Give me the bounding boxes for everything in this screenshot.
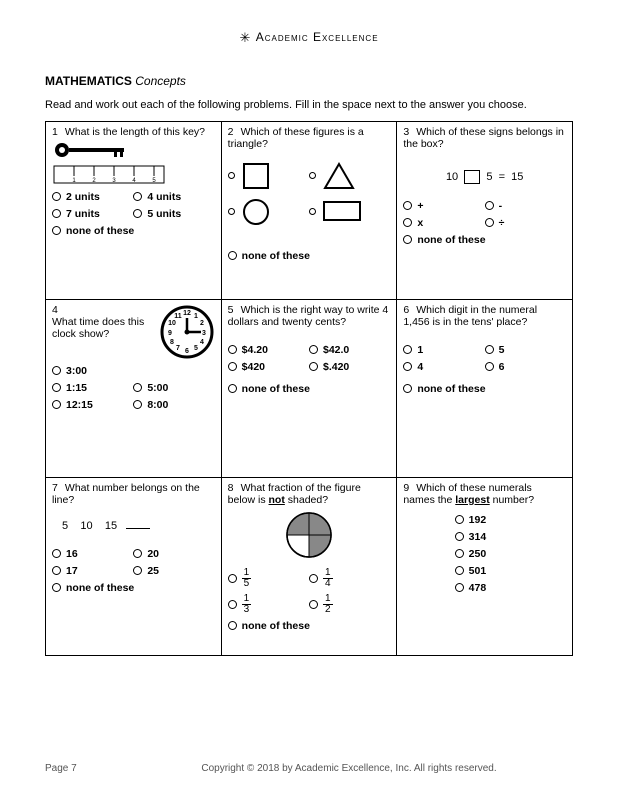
cell-q2: 2 Which of these figures is a triangle? … — [221, 121, 397, 299]
key-ruler-figure: 1 2 3 4 5 — [52, 138, 215, 186]
svg-text:3: 3 — [202, 330, 206, 337]
cell-q5: 5 Which is the right way to write 4 doll… — [221, 299, 397, 477]
q2-none[interactable]: none of these — [228, 250, 391, 262]
q1-none[interactable]: none of these — [52, 225, 215, 237]
question-grid: 1 What is the length of this key? 1 2 3 … — [45, 121, 573, 656]
cell-q8: 8 What fraction of the figure below is n… — [221, 477, 397, 655]
svg-text:10: 10 — [168, 320, 176, 327]
cell-q3: 3 Which of these signs belongs in the bo… — [397, 121, 573, 299]
q7-opt-1[interactable]: 20 — [133, 548, 214, 560]
q9-opt-3[interactable]: 501 — [455, 565, 515, 577]
svg-text:7: 7 — [176, 345, 180, 352]
cell-q7: 7 What number belongs on the line? 5 10 … — [46, 477, 222, 655]
q5-opt-1[interactable]: $42.0 — [309, 344, 390, 356]
q6-opt-1[interactable]: 5 — [485, 344, 566, 356]
q3-none[interactable]: none of these — [403, 234, 566, 246]
q4-opt-0[interactable]: 3:00 — [52, 365, 133, 377]
q3-opt-3[interactable]: ÷ — [485, 217, 566, 229]
q7-sequence: 5 10 15 — [62, 520, 215, 532]
q7-opt-2[interactable]: 17 — [52, 565, 133, 577]
q9-opt-1[interactable]: 314 — [455, 531, 515, 543]
q6-opt-2[interactable]: 4 — [403, 361, 484, 373]
q5-opt-0[interactable]: $4.20 — [228, 344, 309, 356]
q6-opt-3[interactable]: 6 — [485, 361, 566, 373]
q6-opt-0[interactable]: 1 — [403, 344, 484, 356]
compass-icon: ✳ — [239, 30, 251, 45]
q2-opt-circle[interactable] — [228, 194, 309, 230]
q3-opt-0[interactable]: + — [403, 200, 484, 212]
q9-opt-2[interactable]: 250 — [455, 548, 515, 560]
q3-expression: 10 5 = 15 — [403, 170, 566, 184]
q2-opt-square[interactable] — [228, 158, 309, 194]
svg-text:4: 4 — [200, 339, 204, 346]
q2-opt-triangle[interactable] — [309, 158, 390, 194]
q4-opt-2[interactable]: 5:00 — [133, 382, 214, 394]
q3-opt-1[interactable]: - — [485, 200, 566, 212]
q5-none[interactable]: none of these — [228, 383, 391, 395]
q6-none[interactable]: none of these — [403, 383, 566, 395]
q2-opt-rectangle[interactable] — [309, 194, 390, 230]
q8-opt-0[interactable]: 15 — [228, 568, 309, 589]
q1-opt-2[interactable]: 7 units — [52, 208, 133, 220]
cell-q9: 9 Which of these numerals names the larg… — [397, 477, 573, 655]
cell-q6: 6 Which digit in the numeral 1,456 is in… — [397, 299, 573, 477]
svg-text:8: 8 — [170, 339, 174, 346]
cell-q1: 1 What is the length of this key? 1 2 3 … — [46, 121, 222, 299]
svg-text:1: 1 — [194, 313, 198, 320]
svg-text:11: 11 — [174, 313, 182, 320]
q1-opt-3[interactable]: 5 units — [133, 208, 214, 220]
svg-text:6: 6 — [185, 348, 189, 355]
q7-none[interactable]: none of these — [52, 582, 215, 594]
instructions: Read and work out each of the following … — [45, 98, 573, 113]
q4-opt-4[interactable]: 8:00 — [133, 399, 214, 411]
svg-text:12: 12 — [183, 310, 191, 317]
pie-figure — [228, 510, 391, 563]
q8-opt-3[interactable]: 12 — [309, 594, 390, 615]
brand-name: Academic Excellence — [256, 30, 379, 44]
svg-text:2: 2 — [200, 320, 204, 327]
q9-opt-0[interactable]: 192 — [455, 514, 515, 526]
q8-opt-2[interactable]: 13 — [228, 594, 309, 615]
q7-opt-3[interactable]: 25 — [133, 565, 214, 577]
q5-opt-2[interactable]: $420 — [228, 361, 309, 373]
q8-none[interactable]: none of these — [228, 620, 391, 632]
svg-text:5: 5 — [194, 345, 198, 352]
svg-text:9: 9 — [168, 330, 172, 337]
page-footer: Page 7 Copyright © 2018 by Academic Exce… — [45, 763, 573, 774]
clock-icon: 12 3 6 9 12 45 78 1011 — [159, 304, 215, 360]
q4-opt-3[interactable]: 12:15 — [52, 399, 133, 411]
page-number: Page 7 — [45, 763, 125, 774]
q4-opt-1[interactable]: 1:15 — [52, 382, 133, 394]
cell-q4: 4 What time does this clock show? 123 69… — [46, 299, 222, 477]
q5-opt-3[interactable]: $.420 — [309, 361, 390, 373]
section-title: MATHEMATICS Concepts — [45, 74, 573, 88]
brand-header: ✳ Academic Excellence — [45, 30, 573, 46]
copyright: Copyright © 2018 by Academic Excellence,… — [125, 763, 573, 774]
q7-opt-0[interactable]: 16 — [52, 548, 133, 560]
q3-opt-2[interactable]: x — [403, 217, 484, 229]
q9-opt-4[interactable]: 478 — [455, 582, 515, 594]
q1-opt-0[interactable]: 2 units — [52, 191, 133, 203]
q1-opt-1[interactable]: 4 units — [133, 191, 214, 203]
q8-opt-1[interactable]: 14 — [309, 568, 390, 589]
